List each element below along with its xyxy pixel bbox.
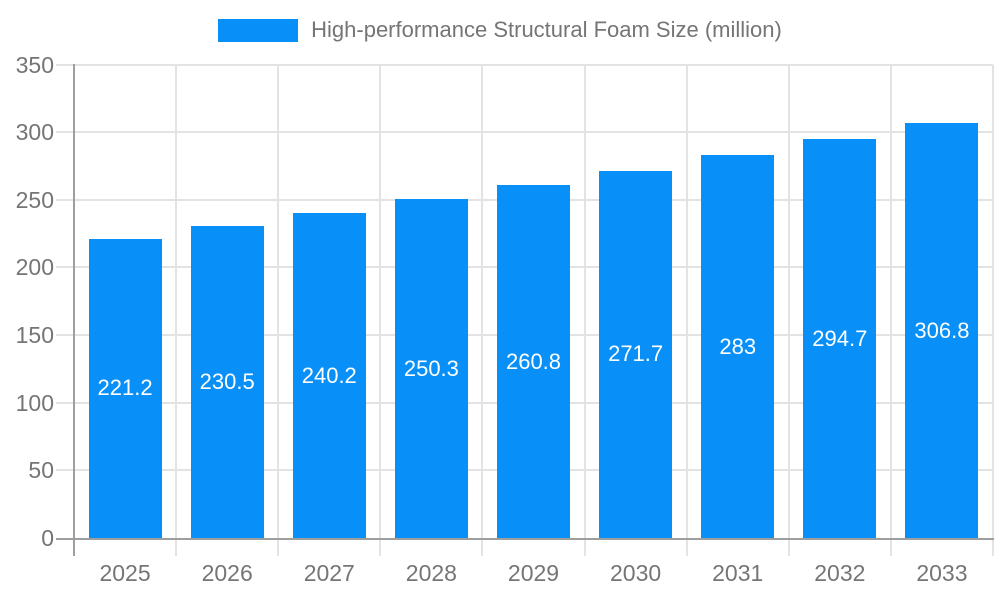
v-gridline: [889, 64, 892, 556]
v-gridline: [175, 64, 178, 556]
bar[interactable]: 260.8: [497, 185, 570, 538]
y-axis-line: [73, 63, 75, 556]
h-gridline: [56, 131, 993, 134]
y-tick-label: 200: [15, 254, 54, 281]
x-tick-label: 2032: [814, 560, 866, 586]
x-tick-label: 2031: [712, 560, 764, 586]
y-tick-label: 50: [28, 457, 54, 484]
v-gridline: [379, 64, 382, 556]
x-axis-line: [56, 538, 994, 540]
v-gridline: [685, 64, 688, 556]
legend-swatch: [218, 18, 299, 42]
x-tick-label: 2029: [507, 560, 560, 586]
v-gridline: [992, 64, 994, 556]
v-gridline: [583, 64, 586, 556]
bar[interactable]: 294.7: [803, 139, 877, 538]
legend-label: High-performance Structural Foam Size (m…: [311, 17, 782, 42]
x-tick-label: 2028: [405, 560, 457, 586]
bar-value-label: 221.2: [97, 375, 153, 401]
y-tick-label: 150: [15, 322, 54, 349]
bar-value-label: 271.7: [608, 341, 664, 367]
bar[interactable]: 306.8: [905, 123, 979, 538]
bar-value-label: 260.8: [505, 348, 562, 374]
v-gridline: [787, 64, 790, 556]
bar[interactable]: 250.3: [394, 199, 468, 538]
bar[interactable]: 271.7: [599, 170, 673, 538]
v-gridline: [277, 64, 280, 556]
x-tick-label: 2025: [99, 560, 151, 586]
bar[interactable]: 230.5: [190, 226, 264, 538]
legend[interactable]: High-performance Structural Foam Size (m…: [0, 17, 1000, 43]
bar[interactable]: 240.2: [292, 213, 366, 538]
bar-value-label: 306.8: [914, 317, 970, 343]
x-tick-label: 2033: [916, 560, 968, 586]
x-tick-label: 2030: [610, 560, 662, 586]
bar-value-label: 283: [719, 333, 757, 359]
bar-value-label: 294.7: [812, 325, 868, 351]
y-tick-label: 0: [41, 525, 54, 551]
x-tick-label: 2027: [303, 560, 355, 586]
y-tick-label: 350: [15, 51, 54, 78]
v-gridline: [481, 64, 484, 556]
y-tick-label: 100: [15, 389, 54, 416]
bar-value-label: 250.3: [403, 355, 459, 381]
bar-value-label: 240.2: [301, 362, 357, 388]
y-tick-label: 250: [15, 186, 54, 213]
bar[interactable]: 283: [701, 155, 775, 538]
bar-value-label: 230.5: [199, 369, 255, 395]
x-tick-label: 2026: [201, 560, 253, 586]
bar[interactable]: 221.2: [88, 238, 162, 538]
h-gridline: [56, 63, 993, 66]
y-tick-label: 300: [15, 119, 54, 146]
